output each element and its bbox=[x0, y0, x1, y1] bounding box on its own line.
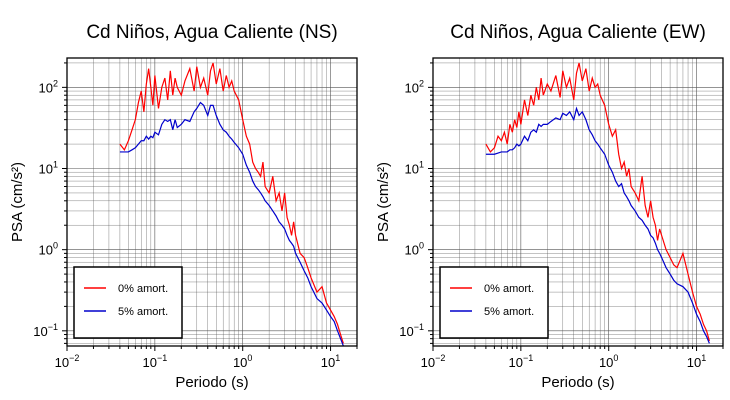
y-axis-label: PSA (cm/s²) bbox=[375, 162, 392, 242]
y-tick-label: 101 bbox=[405, 160, 424, 177]
y-axis-label: PSA (cm/s²) bbox=[9, 162, 26, 242]
legend-box bbox=[73, 266, 183, 339]
series-line-red bbox=[485, 62, 710, 342]
x-tick-label: 101 bbox=[687, 353, 706, 370]
x-tick-label: 10−1 bbox=[142, 353, 167, 370]
series-line-blue bbox=[119, 101, 344, 346]
y-tick-label: 101 bbox=[39, 160, 58, 177]
series-line-red bbox=[119, 62, 344, 344]
legend-label: 0% amort. bbox=[484, 283, 534, 295]
x-axis-label: Periodo (s) bbox=[175, 374, 248, 391]
y-tick-label: 10−1 bbox=[399, 322, 424, 339]
legend-label: 5% amort. bbox=[118, 306, 168, 318]
plot-frame bbox=[432, 57, 724, 347]
chart-panel-2: 10−2 10−1 100 101 10−1 100 101 102 Cd Niños, Agu… bbox=[375, 22, 724, 391]
chart-panel-1: 10−2 10−1 100 101 10−1 100 101 102 Cd Niños, Agu… bbox=[9, 22, 358, 391]
legend-label: 5% amort. bbox=[484, 306, 534, 318]
legend-box bbox=[439, 266, 549, 339]
x-tick-label: 10−2 bbox=[55, 353, 80, 370]
x-tick-label: 10−1 bbox=[508, 353, 533, 370]
y-tick-label: 10−1 bbox=[33, 322, 58, 339]
chart-title: Cd Niños, Agua Caliente (NS) bbox=[86, 22, 337, 43]
plot-frame bbox=[66, 57, 358, 347]
x-tick-label: 10−2 bbox=[421, 353, 446, 370]
y-tick-label: 102 bbox=[39, 78, 58, 95]
x-tick-label: 101 bbox=[321, 353, 340, 370]
x-axis-label: Periodo (s) bbox=[541, 374, 614, 391]
y-tick-label: 100 bbox=[405, 241, 424, 258]
legend: 0% amort. 5% amort. bbox=[73, 266, 183, 339]
legend-label: 0% amort. bbox=[118, 283, 168, 295]
x-tick-label: 100 bbox=[233, 353, 252, 370]
y-tick-label: 100 bbox=[39, 241, 58, 258]
y-tick-label: 102 bbox=[405, 78, 424, 95]
x-tick-label: 100 bbox=[599, 353, 618, 370]
chart-title: Cd Niños, Agua Caliente (EW) bbox=[450, 22, 706, 43]
legend: 0% amort. 5% amort. bbox=[439, 266, 549, 339]
series-line-blue bbox=[485, 106, 710, 344]
